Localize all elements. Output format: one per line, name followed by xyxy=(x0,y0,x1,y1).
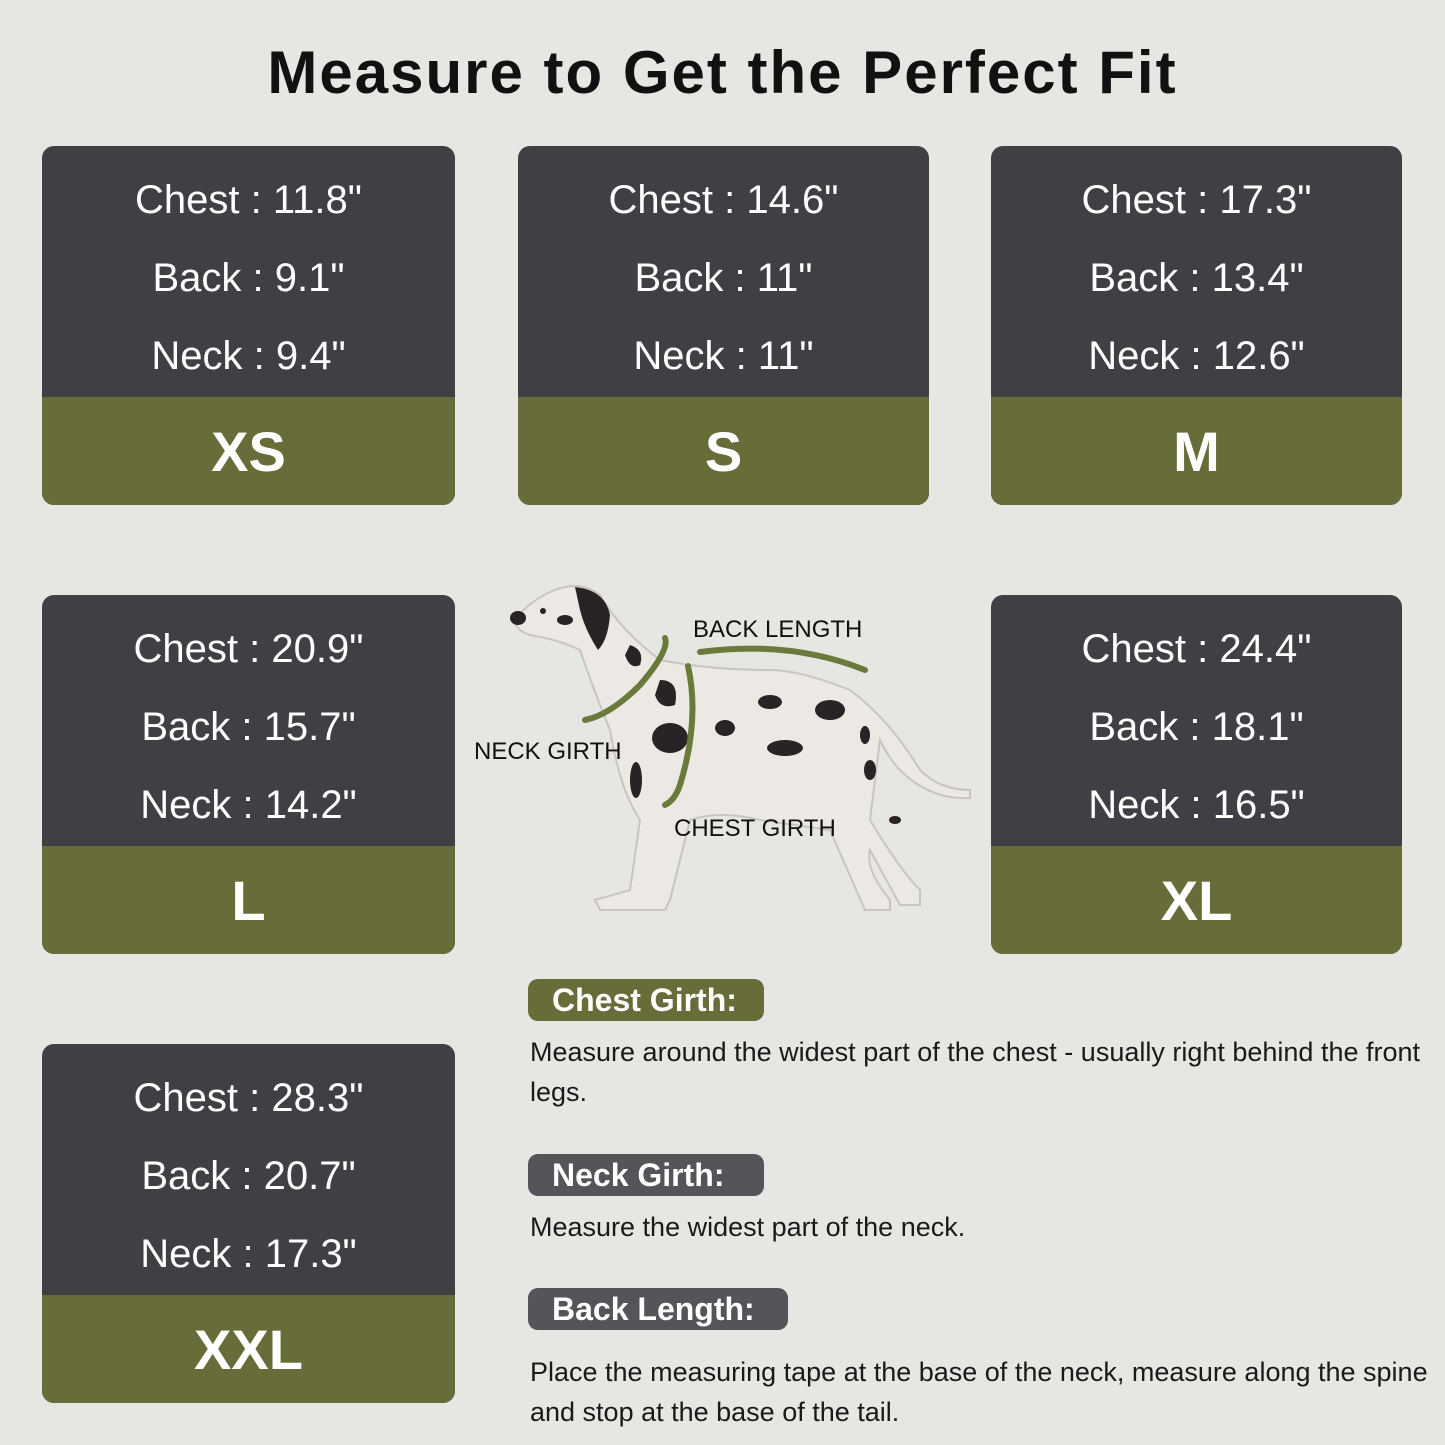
chest-measure: Chest : 20.9" xyxy=(133,627,364,671)
size-card-xxl: Chest : 28.3" Back : 20.7" Neck : 17.3" XX… xyxy=(42,1044,455,1403)
chest-girth-description: Measure around the widest part of the ch… xyxy=(530,1037,1421,1107)
back-measure: Back : 13.4" xyxy=(1089,256,1304,300)
size-label: M xyxy=(991,397,1402,505)
chest-measure: Chest : 14.6" xyxy=(608,178,839,222)
neck-measure: Neck : 14.2" xyxy=(140,783,357,827)
back-length-description: Place the measuring tape at the base of … xyxy=(530,1357,1428,1427)
back-measure: Back : 9.1" xyxy=(152,256,345,300)
neck-measure: Neck : 16.5" xyxy=(1088,783,1305,827)
back-length-badge: Back Length: xyxy=(528,1288,788,1330)
neck-girth-badge: Neck Girth: xyxy=(528,1154,764,1196)
neck-measure: Neck : 9.4" xyxy=(151,334,346,378)
chest-girth-label: CHEST GIRTH xyxy=(674,815,836,842)
dalmatian-illustration xyxy=(510,585,971,911)
chest-measure: Chest : 24.4" xyxy=(1081,627,1312,671)
chest-measure: Chest : 11.8" xyxy=(135,178,362,222)
size-label: S xyxy=(518,397,929,505)
neck-girth-description: Measure the widest part of the neck. xyxy=(530,1212,966,1242)
back-measure: Back : 20.7" xyxy=(141,1154,356,1198)
back-measure: Back : 11" xyxy=(634,256,813,300)
size-label: XS xyxy=(42,397,455,505)
neck-measure: Neck : 17.3" xyxy=(140,1232,357,1276)
size-label: XXL xyxy=(42,1295,455,1403)
size-label: L xyxy=(42,846,455,954)
size-card-l: Chest : 20.9" Back : 15.7" Neck : 14.2" L xyxy=(42,595,455,954)
chest-measure: Chest : 28.3" xyxy=(133,1076,364,1120)
page-title: Measure to Get the Perfect Fit xyxy=(267,39,1178,106)
back-length-label: BACK LENGTH xyxy=(693,616,863,643)
neck-measure: Neck : 11" xyxy=(633,334,814,378)
size-label: XL xyxy=(991,846,1402,954)
neck-measure: Neck : 12.6" xyxy=(1088,334,1305,378)
size-card-xs: Chest : 11.8" Back : 9.1" Neck : 9.4" XS xyxy=(42,146,455,505)
neck-girth-label: NECK GIRTH xyxy=(474,738,622,765)
size-card-xl: Chest : 24.4" Back : 18.1" Neck : 16.5" XL xyxy=(991,595,1402,954)
back-measure: Back : 18.1" xyxy=(1089,705,1304,749)
size-card-s: Chest : 14.6" Back : 11" Neck : 11" S xyxy=(518,146,929,505)
size-card-m: Chest : 17.3" Back : 13.4" Neck : 12.6" M xyxy=(991,146,1402,505)
chest-girth-badge: Chest Girth: xyxy=(528,979,764,1021)
chest-measure: Chest : 17.3" xyxy=(1081,178,1312,222)
back-measure: Back : 15.7" xyxy=(141,705,356,749)
